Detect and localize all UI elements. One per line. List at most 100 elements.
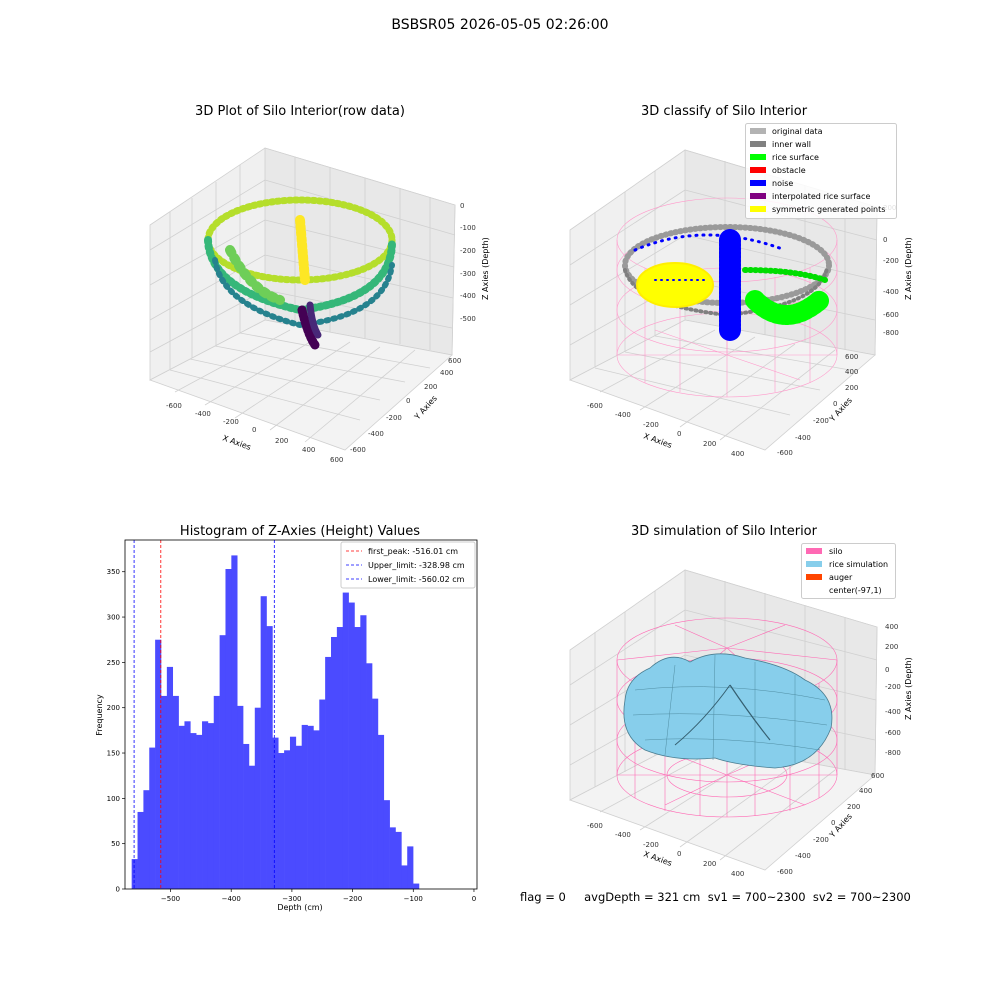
legend-swatch xyxy=(750,193,766,199)
histogram-bar xyxy=(289,736,297,889)
classify-y-tick: 200 xyxy=(845,384,858,392)
classify-x-tick: 0 xyxy=(677,430,681,438)
classify-y-tick: -600 xyxy=(777,449,793,457)
x-tick-label: −500 xyxy=(161,895,180,903)
histogram-plot-area: −500 −400 −300 −200 −100 0 0 50 100 150 200 250 300 3… xyxy=(107,539,478,903)
raw-z-ticks: 0 -100 -200 -300 -400 -500 xyxy=(460,202,476,323)
raw-z-tick: 0 xyxy=(460,202,464,210)
raw-x-tick: -600 xyxy=(166,402,182,410)
y-tick-label: 200 xyxy=(107,704,120,712)
y-tick-label: 0 xyxy=(116,886,120,894)
sim-z-tick: -600 xyxy=(885,729,901,737)
histogram-title: Histogram of Z-Axies (Height) Values xyxy=(179,524,421,539)
histogram-bar xyxy=(331,636,338,889)
histogram-bar xyxy=(172,695,179,889)
legend-label: silo xyxy=(829,547,843,556)
histogram-bar xyxy=(237,705,244,889)
sim-y-tick: 200 xyxy=(847,803,860,811)
y-tick-label: 350 xyxy=(107,568,120,576)
sim-z-tick: 400 xyxy=(885,623,898,631)
histogram-bar xyxy=(190,733,197,889)
sim-z-tick: -200 xyxy=(885,683,901,691)
legend-swatch xyxy=(750,167,766,173)
histogram-bar xyxy=(342,592,349,889)
legend-label: auger xyxy=(829,573,853,582)
legend-label: Upper_limit: -328.98 cm xyxy=(368,561,465,570)
histogram-legend: first_peak: -516.01 cm Upper_limit: -328… xyxy=(340,541,476,589)
classify-x-label: X Axies xyxy=(642,431,673,450)
raw-x-label: X Axies xyxy=(221,433,252,452)
sim-y-tick: -200 xyxy=(813,836,829,844)
histogram-bar xyxy=(243,743,250,889)
raw-z-tick: -300 xyxy=(460,270,476,278)
legend-label: noise xyxy=(772,179,793,188)
histogram-bar xyxy=(178,725,185,889)
x-tick-label: −400 xyxy=(222,895,241,903)
classify-z-label: Z Axies (Depth) xyxy=(904,237,913,300)
sim-x-tick: -400 xyxy=(615,831,631,839)
histogram-y-label: Frequency xyxy=(95,694,104,736)
raw-y-tick: 400 xyxy=(440,369,453,377)
classify-x-tick: -400 xyxy=(615,411,631,419)
histogram-bar xyxy=(319,699,326,889)
raw-z-label: Z Axies (Depth) xyxy=(481,237,490,300)
sim-y-ticks: -600 -400 -200 0 200 400 600 xyxy=(777,772,884,876)
classify-x-tick: -600 xyxy=(587,402,603,410)
classify-z-ticks: 200 0 -200 -400 -600 -800 xyxy=(883,204,899,337)
histogram-bar xyxy=(401,865,408,889)
legend-label: rice surface xyxy=(772,153,819,162)
sim-legend: silo rice simulation auger center(-97,1) xyxy=(801,543,896,599)
sim-x-tick: -200 xyxy=(643,841,659,849)
raw-z-tick: -100 xyxy=(460,224,476,232)
y-tick-label: 150 xyxy=(107,750,120,758)
raw-y-label: Y Axies xyxy=(412,394,439,422)
histogram-bar xyxy=(377,734,385,889)
histogram-bar xyxy=(313,730,320,889)
raw-y-ticks: -600 -400 -200 0 200 400 600 xyxy=(350,357,461,454)
legend-swatch xyxy=(806,561,822,567)
sim-x-tick: 400 xyxy=(731,870,744,878)
sim-3d-plot: -600 -400 -200 0 200 400 X Axies -600 -4… xyxy=(569,569,913,878)
legend-swatch xyxy=(806,574,822,580)
histogram-bar xyxy=(413,883,420,889)
histogram-bar xyxy=(160,695,168,889)
histogram-bar xyxy=(149,747,156,889)
raw-x-tick: -400 xyxy=(195,410,211,418)
legend-label: center(-97,1) xyxy=(829,586,882,595)
legend-swatch xyxy=(750,206,766,212)
histogram-bar xyxy=(284,750,291,889)
legend-label: first_peak: -516.01 cm xyxy=(368,547,458,556)
histogram-bar xyxy=(219,635,226,889)
x-tick-label: −200 xyxy=(343,895,362,903)
histogram-bar xyxy=(248,765,256,889)
histogram-bar xyxy=(295,745,302,889)
sim-z-tick: -400 xyxy=(885,708,901,716)
classify-y-tick: 400 xyxy=(845,368,858,376)
x-tick-label: 0 xyxy=(472,895,476,903)
summary-stats: flag = 0 avgDepth = 321 cm sv1 = 700~230… xyxy=(520,890,911,904)
classify-x-tick: -200 xyxy=(643,421,659,429)
raw-x-tick: 200 xyxy=(275,437,288,445)
figure-title: BSBSR05 2026-05-05 02:26:00 xyxy=(391,17,609,33)
histogram-bar xyxy=(301,724,308,889)
raw-y-tick: 0 xyxy=(406,397,410,405)
raw-y-tick: -600 xyxy=(350,446,366,454)
legend-label: symmetric generated points xyxy=(772,205,885,214)
sim-y-tick: -400 xyxy=(795,852,811,860)
classify-y-tick: 0 xyxy=(833,400,837,408)
rice-simulation-surface xyxy=(623,653,833,769)
classify-y-ticks: -600 -400 -200 0 200 400 600 xyxy=(777,353,858,457)
histogram-bar xyxy=(325,656,332,889)
histogram-bar xyxy=(202,721,209,889)
classify-z-tick: -200 xyxy=(883,257,899,265)
raw-z-tick: -500 xyxy=(460,315,476,323)
sim-y-tick: 400 xyxy=(859,787,872,795)
sim-x-tick: 200 xyxy=(703,860,716,868)
raw-plot-title: 3D Plot of Silo Interior(row data) xyxy=(195,104,405,119)
raw-3d-plot: -600 -400 -200 0 200 400 600 X Axies -60… xyxy=(149,147,490,464)
sim-y-tick: 600 xyxy=(871,772,884,780)
raw-x-tick: 400 xyxy=(302,446,315,454)
histogram-bar xyxy=(272,737,279,889)
legend-label: Lower_limit: -560.02 cm xyxy=(368,575,465,584)
raw-x-tick: 600 xyxy=(330,456,343,464)
